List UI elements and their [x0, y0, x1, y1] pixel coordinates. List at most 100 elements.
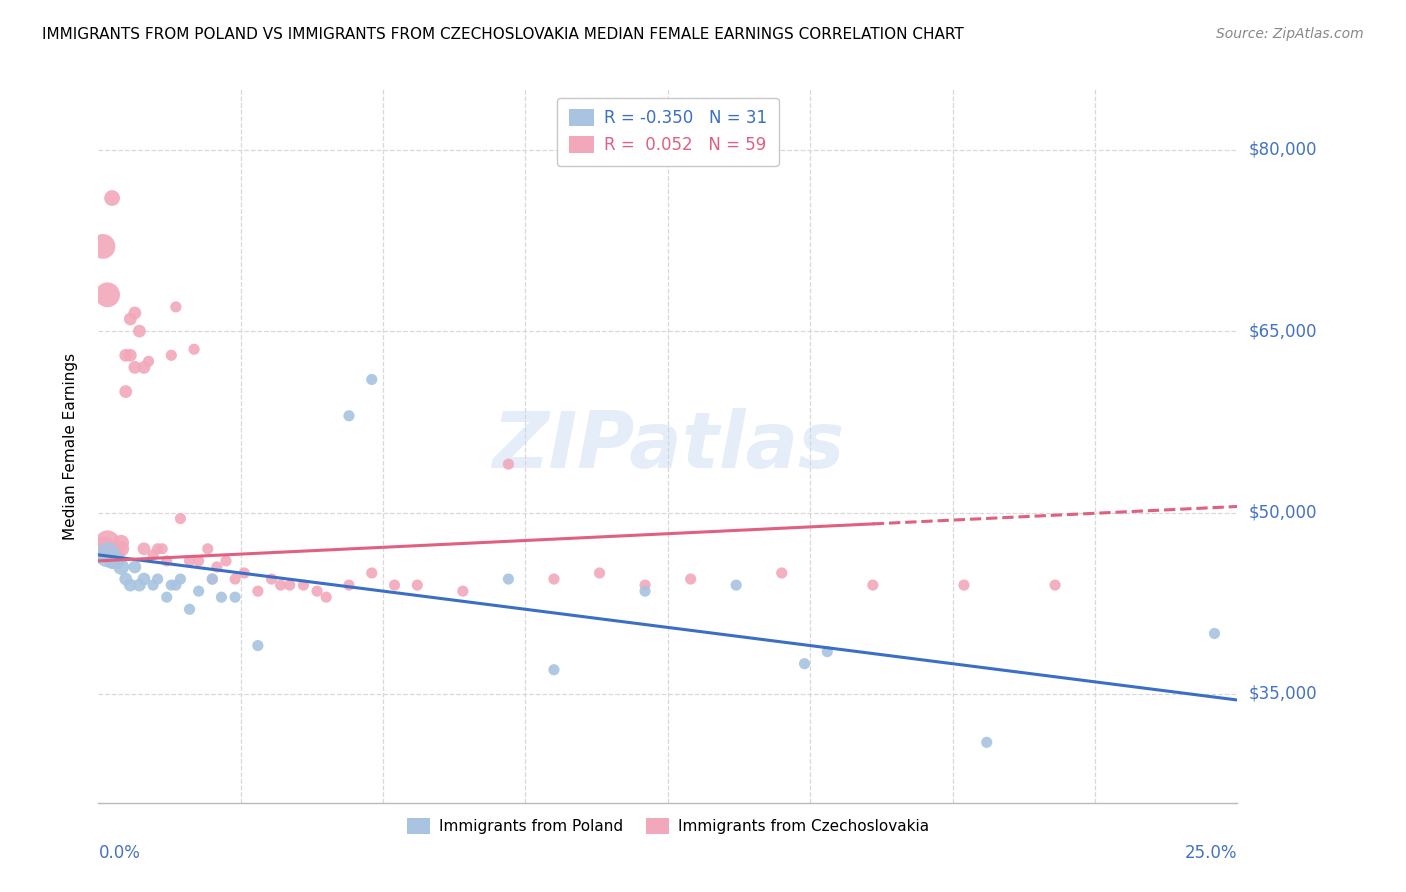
Point	[976, 735, 998, 749]
Point	[138, 354, 160, 368]
Point	[201, 572, 224, 586]
Point	[770, 566, 793, 580]
Point	[793, 657, 815, 671]
Point	[224, 572, 246, 586]
Point	[165, 578, 187, 592]
Point	[105, 554, 128, 568]
Text: $35,000: $35,000	[1249, 685, 1317, 703]
Point	[165, 300, 187, 314]
Point	[337, 578, 360, 592]
Point	[150, 541, 173, 556]
Point	[307, 584, 329, 599]
Point	[179, 602, 201, 616]
Point	[187, 584, 209, 599]
Point	[246, 584, 269, 599]
Point	[120, 578, 142, 592]
Point	[215, 554, 238, 568]
Text: 25.0%: 25.0%	[1185, 845, 1237, 863]
Point	[588, 566, 610, 580]
Point	[183, 343, 205, 357]
Text: ZIPatlas: ZIPatlas	[492, 408, 844, 484]
Point	[101, 541, 124, 556]
Point	[679, 572, 702, 586]
Point	[634, 584, 657, 599]
Point	[101, 554, 124, 568]
Point	[205, 560, 228, 574]
Point	[197, 541, 219, 556]
Point	[278, 578, 301, 592]
Point	[315, 590, 337, 604]
Point	[187, 554, 209, 568]
Point	[201, 572, 224, 586]
Text: $80,000: $80,000	[1249, 141, 1317, 159]
Point	[142, 578, 165, 592]
Point	[146, 572, 169, 586]
Point	[114, 572, 136, 586]
Point	[270, 578, 292, 592]
Point	[1043, 578, 1066, 592]
Point	[815, 645, 838, 659]
Point	[91, 239, 114, 253]
Point	[179, 554, 201, 568]
Y-axis label: Median Female Earnings: Median Female Earnings	[63, 352, 77, 540]
Point	[124, 560, 146, 574]
Point	[146, 541, 169, 556]
Point	[96, 548, 118, 562]
Point	[96, 288, 118, 302]
Point	[105, 541, 128, 556]
Point	[132, 360, 155, 375]
Point	[120, 348, 142, 362]
Point	[451, 584, 474, 599]
Point	[110, 541, 132, 556]
Point	[498, 572, 520, 586]
Point	[105, 541, 128, 556]
Text: Source: ZipAtlas.com: Source: ZipAtlas.com	[1216, 27, 1364, 41]
Point	[224, 590, 246, 604]
Point	[110, 560, 132, 574]
Point	[142, 548, 165, 562]
Point	[337, 409, 360, 423]
Point	[105, 548, 128, 562]
Point	[292, 578, 315, 592]
Point	[953, 578, 976, 592]
Text: 0.0%: 0.0%	[98, 845, 141, 863]
Point	[543, 663, 565, 677]
Point	[246, 639, 269, 653]
Point	[160, 578, 183, 592]
Point	[862, 578, 884, 592]
Point	[360, 566, 382, 580]
Text: $50,000: $50,000	[1249, 503, 1317, 522]
Point	[406, 578, 429, 592]
Point	[169, 511, 191, 525]
Point	[169, 572, 191, 586]
Point	[114, 384, 136, 399]
Point	[124, 360, 146, 375]
Text: $65,000: $65,000	[1249, 322, 1317, 340]
Legend: Immigrants from Poland, Immigrants from Czechoslovakia: Immigrants from Poland, Immigrants from …	[396, 808, 939, 845]
Point	[360, 372, 382, 386]
Point	[124, 306, 146, 320]
Point	[101, 191, 124, 205]
Point	[128, 578, 150, 592]
Point	[91, 541, 114, 556]
Text: IMMIGRANTS FROM POLAND VS IMMIGRANTS FROM CZECHOSLOVAKIA MEDIAN FEMALE EARNINGS : IMMIGRANTS FROM POLAND VS IMMIGRANTS FRO…	[42, 27, 965, 42]
Point	[634, 578, 657, 592]
Point	[110, 535, 132, 549]
Point	[233, 566, 256, 580]
Point	[156, 554, 179, 568]
Point	[384, 578, 406, 592]
Point	[1204, 626, 1226, 640]
Point	[160, 348, 183, 362]
Point	[156, 590, 179, 604]
Point	[96, 535, 118, 549]
Point	[132, 572, 155, 586]
Point	[101, 554, 124, 568]
Point	[725, 578, 748, 592]
Point	[260, 572, 283, 586]
Point	[128, 324, 150, 338]
Point	[120, 312, 142, 326]
Point	[543, 572, 565, 586]
Point	[132, 541, 155, 556]
Point	[498, 457, 520, 471]
Point	[209, 590, 232, 604]
